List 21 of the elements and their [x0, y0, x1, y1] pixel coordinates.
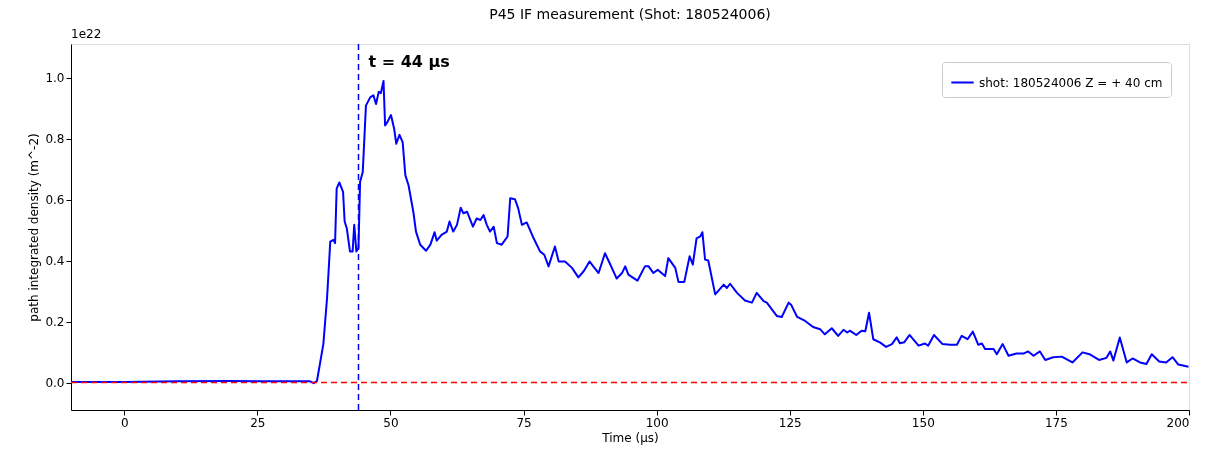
- y-tick-label: 0.2: [45, 315, 65, 330]
- y-tick-label: 0.4: [45, 254, 65, 269]
- y-tick-label: 0.8: [45, 132, 65, 147]
- y-tick-label: 0.0: [45, 376, 65, 391]
- y-tick-label: 1.0: [45, 71, 65, 86]
- x-axis-title: Time (µs): [601, 430, 659, 445]
- x-tick-label: 50: [383, 415, 399, 430]
- y-axis-title: path integrated density (m^-2): [27, 133, 42, 322]
- ref-line-label: t = 44 µs: [368, 52, 450, 71]
- legend-label: shot: 180524006 Z = + 40 cm: [979, 75, 1163, 90]
- chart-title: P45 IF measurement (Shot: 180524006): [489, 6, 771, 22]
- x-tick-label: 150: [911, 415, 935, 430]
- x-tick-label: 200: [1166, 415, 1190, 430]
- x-tick-label: 25: [250, 415, 266, 430]
- text: 1e22: [71, 27, 102, 41]
- x-tick-label: 0: [120, 415, 129, 430]
- y-tick-label: 0.6: [45, 193, 65, 208]
- x-tick-label: 100: [645, 415, 669, 430]
- x-tick-label: 75: [516, 415, 532, 430]
- x-tick-label: 175: [1044, 415, 1068, 430]
- x-tick-label: 125: [778, 415, 802, 430]
